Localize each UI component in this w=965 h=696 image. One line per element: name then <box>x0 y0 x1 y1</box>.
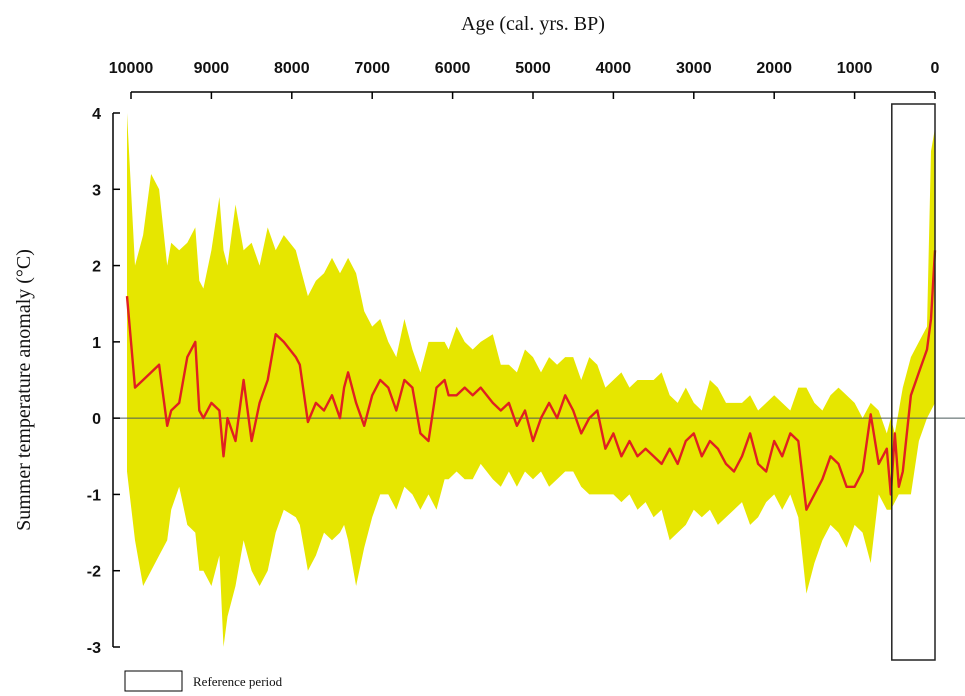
uncertainty-band-layer <box>127 113 935 647</box>
legend-swatch-reference-period <box>124 670 183 692</box>
x-tick-label: 2000 <box>756 60 792 77</box>
legend: Reference period <box>124 670 283 692</box>
x-tick-label: 10000 <box>109 60 154 77</box>
y-tick-label: 4 <box>92 106 101 123</box>
x-tick-label: 7000 <box>354 60 390 77</box>
x-axis-title: Age (cal. yrs. BP) <box>461 13 605 35</box>
y-axis: Summer temperature anomaly (°C) 4 3 2 1 0 -1 -… <box>13 106 120 657</box>
y-tick-label: 1 <box>92 335 101 352</box>
y-tick-label: -2 <box>87 564 101 581</box>
y-axis-title: Summer temperature anomaly (°C) <box>13 249 35 531</box>
x-tick-label: 6000 <box>435 60 471 77</box>
x-tick-label: 3000 <box>676 60 712 77</box>
y-tick-label: 3 <box>92 182 101 199</box>
reference-period-box <box>891 103 936 661</box>
reference-period-box-layer <box>891 103 936 661</box>
x-tick-label: 5000 <box>515 60 551 77</box>
y-tick-label: -1 <box>87 487 101 504</box>
temperature-reconstruction-line <box>125 250 937 511</box>
x-tick-label: 0 <box>931 60 940 77</box>
reconstruction-line-layer <box>125 250 937 511</box>
y-tick-label: 0 <box>92 411 101 428</box>
uncertainty-band <box>127 113 935 647</box>
legend-label-reference-period: Reference period <box>193 674 283 689</box>
x-tick-label: 1000 <box>837 60 873 77</box>
x-axis: Age (cal. yrs. BP) 10000 9000 8000 7000 6000… <box>109 13 940 99</box>
x-tick-label: 8000 <box>274 60 310 77</box>
x-tick-label: 9000 <box>194 60 230 77</box>
y-tick-label: 2 <box>92 259 101 276</box>
x-tick-label: 4000 <box>596 60 632 77</box>
y-tick-label: -3 <box>87 640 101 657</box>
